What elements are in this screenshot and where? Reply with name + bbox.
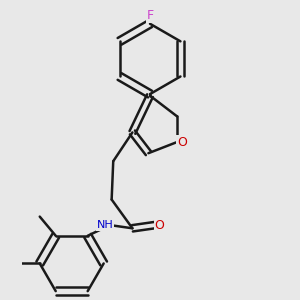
Text: O: O bbox=[177, 136, 187, 148]
Text: F: F bbox=[146, 9, 154, 22]
Text: O: O bbox=[155, 219, 164, 232]
Text: NH: NH bbox=[97, 220, 114, 230]
